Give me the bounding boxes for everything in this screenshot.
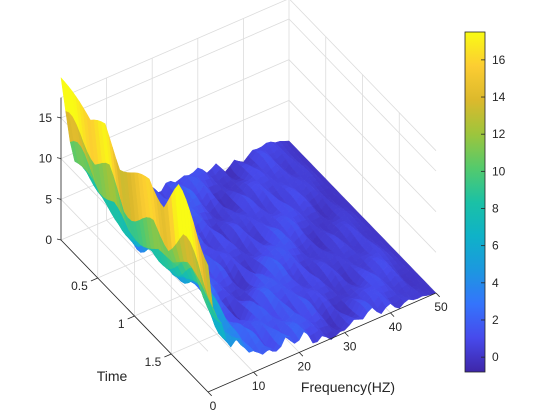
z-tick-mark xyxy=(56,157,62,160)
surface-plot xyxy=(60,76,437,355)
x-axis-line xyxy=(207,292,437,393)
grid-line xyxy=(60,0,287,99)
z-tick-label: 10 xyxy=(39,152,53,166)
z-tick-label: 5 xyxy=(45,192,52,206)
x-axis-label: Frequency(HZ) xyxy=(301,379,395,395)
x-tick-mark xyxy=(435,292,440,298)
x-axis-ticks: 0 10 20 30 40 50 xyxy=(207,292,448,413)
colorbar-ticks: 0 2 4 6 8 10 12 14 16 xyxy=(481,53,506,364)
z-axis-ticks: 0 5 10 15 xyxy=(39,111,62,247)
grid-line xyxy=(288,18,437,172)
z-tick-mark xyxy=(56,116,62,119)
y-tick-label: 1.5 xyxy=(145,355,162,369)
grid-line xyxy=(288,100,437,253)
z-tick-label: 0 xyxy=(45,233,52,247)
y-tick-mark xyxy=(90,277,98,282)
colorbar-border xyxy=(464,31,486,373)
x-tick-label: 50 xyxy=(434,300,448,314)
grid-line xyxy=(288,59,437,212)
grid-line xyxy=(60,18,290,119)
colorbar xyxy=(465,32,485,372)
colorbar-tick-label: 4 xyxy=(492,276,499,290)
z-tick-label: 15 xyxy=(39,111,53,125)
x-tick-label: 40 xyxy=(389,320,403,334)
x-tick-mark xyxy=(390,312,395,317)
z-tick-mark xyxy=(56,197,62,200)
colorbar-tick-label: 10 xyxy=(492,164,506,178)
colorbar-tick-label: 0 xyxy=(492,350,499,364)
x-tick-mark xyxy=(344,332,349,337)
y-tick-label: 1 xyxy=(118,317,125,331)
z-tick-mark xyxy=(56,238,62,241)
x-tick-label: 10 xyxy=(252,379,266,393)
y-tick-mark xyxy=(164,353,172,358)
grid-line xyxy=(60,199,209,352)
colorbar-tick-label: 12 xyxy=(492,127,506,141)
y-tick-label: 0.5 xyxy=(71,279,88,293)
colorbar-tick-label: 8 xyxy=(492,202,499,216)
x-tick-mark xyxy=(253,371,258,377)
y-axis-label: Time xyxy=(97,368,128,384)
colorbar-tick-label: 14 xyxy=(492,90,506,104)
y-axis-ticks: 0.5 1 1.5 xyxy=(71,277,172,369)
colorbar-tick-label: 2 xyxy=(492,313,499,327)
colorbar-tick-label: 16 xyxy=(492,53,506,67)
x-tick-mark xyxy=(298,352,304,357)
surface-patch xyxy=(204,257,213,307)
x-tick-label: 20 xyxy=(298,359,312,373)
x-tick-label: 0 xyxy=(210,399,217,413)
grid-line xyxy=(289,0,437,151)
colorbar-tick-label: 6 xyxy=(492,239,499,253)
x-tick-label: 30 xyxy=(343,340,357,354)
x-tick-mark xyxy=(207,391,212,397)
y-tick-mark xyxy=(127,315,135,320)
